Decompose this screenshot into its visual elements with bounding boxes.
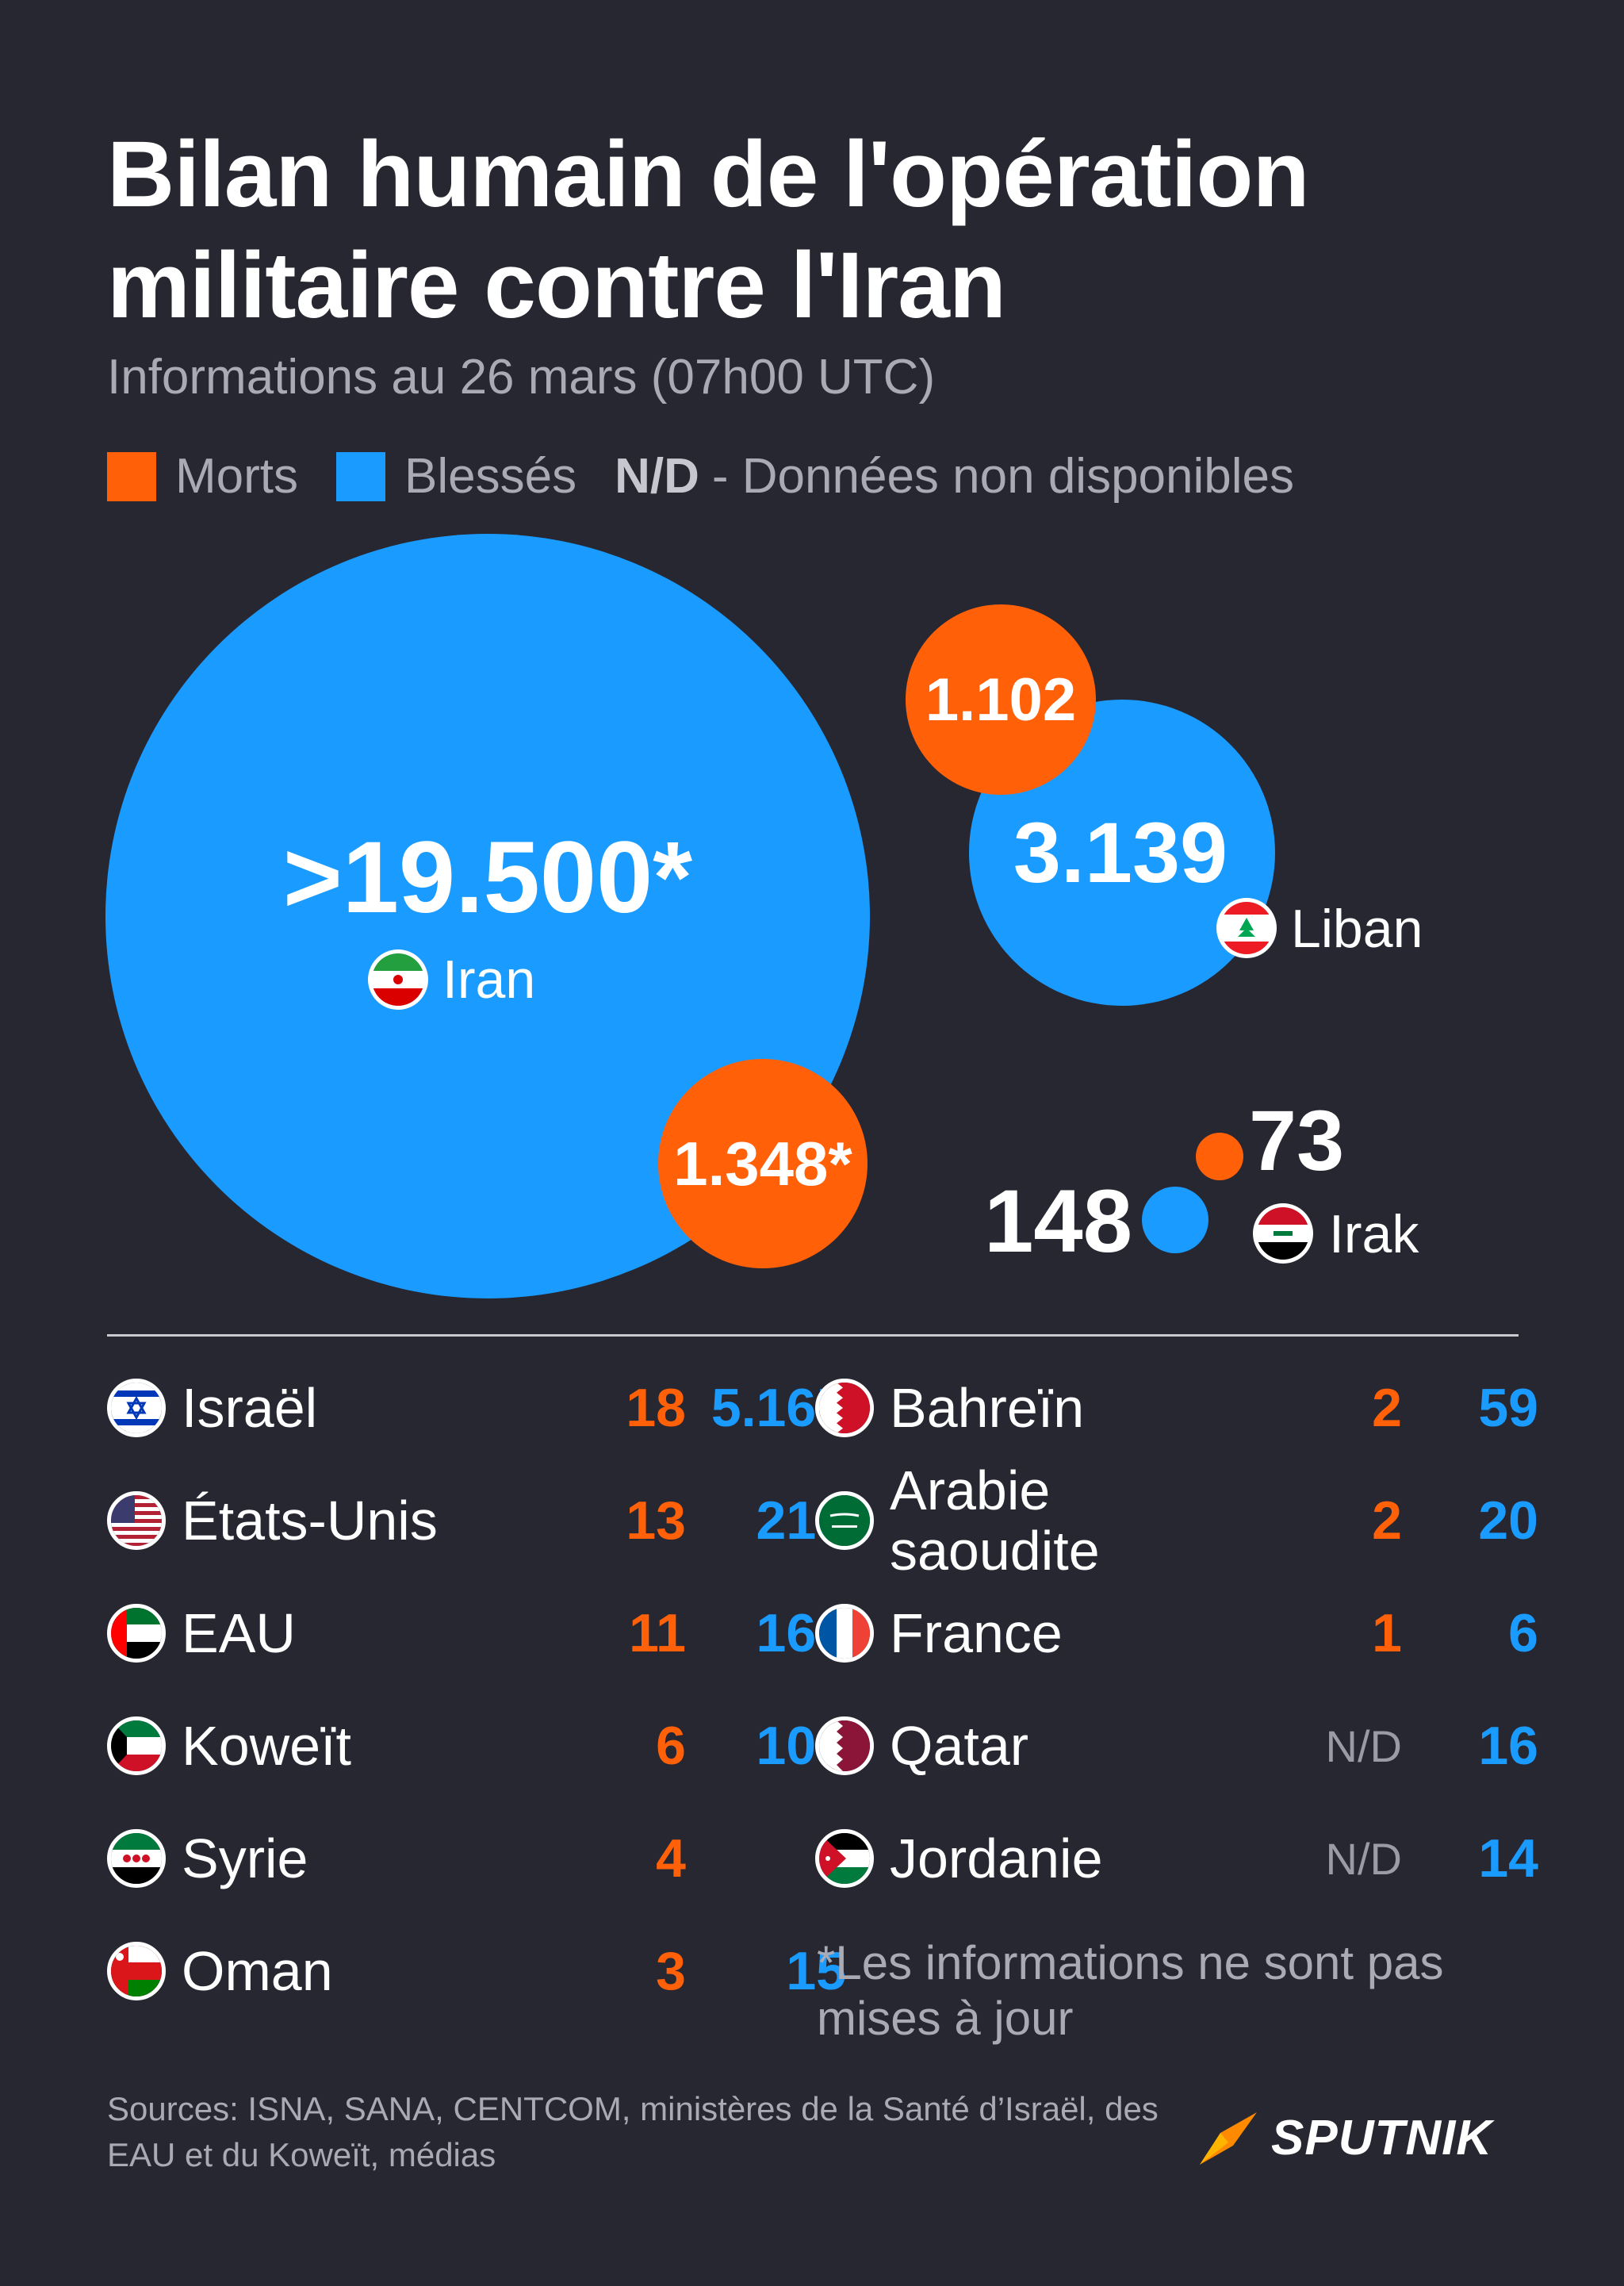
- bubble-dead-iran: [658, 1059, 868, 1268]
- bubble-injured-label-iran: >19.500*: [283, 821, 692, 934]
- legend-item-dead: Morts: [107, 448, 298, 504]
- dead-value: 13: [626, 1490, 686, 1551]
- injured-value: 5.165: [710, 1378, 846, 1438]
- bubble-injured-irak: [1142, 1187, 1208, 1253]
- sputnik-logo-icon: [1200, 2111, 1257, 2165]
- uae-flag-icon: [107, 1604, 166, 1663]
- country-name: France: [890, 1602, 1063, 1664]
- injured-value: 166: [756, 1603, 846, 1663]
- legend-label-dead: Morts: [175, 449, 298, 504]
- dead-value: 2: [1372, 1490, 1402, 1551]
- table-row: France 1 6: [815, 1578, 1538, 1689]
- injured-value: 59: [1478, 1378, 1538, 1438]
- dead-value: 11: [629, 1603, 686, 1663]
- dead-value: 1: [1372, 1603, 1402, 1663]
- legend-item-nd: N/D - Données non disponibles: [615, 448, 1294, 504]
- legend: Morts Blessés N/D - Données non disponib…: [107, 448, 1313, 504]
- france-flag-icon: [815, 1604, 874, 1663]
- injured-value: 15: [786, 1941, 846, 2001]
- syria-flag-icon: [107, 1829, 166, 1888]
- kuwait-flag-icon: [107, 1716, 166, 1775]
- country-name: Syrie: [182, 1828, 308, 1889]
- oman-flag-icon: [107, 1942, 166, 2000]
- legend-label-injured: Blessés: [404, 449, 577, 504]
- table-row: États-Unis 13 210: [107, 1465, 846, 1576]
- table-row: Syrie 4 8: [107, 1803, 846, 1914]
- bubble-dead-label-irak: 73: [1249, 1092, 1344, 1188]
- table-row: Qatar N/D 16: [815, 1690, 1538, 1801]
- bubble-dead-label-iran: 1.348*: [673, 1129, 852, 1199]
- injured-value: 16: [1478, 1716, 1538, 1776]
- country-name: Jordanie: [890, 1828, 1103, 1889]
- bubble-group-iran: >19.500* Iran 1.348*: [105, 534, 870, 1298]
- table-row: Arabie saoudite 2 20: [815, 1460, 1538, 1581]
- bubble-injured-label-liban: 3.139: [1013, 804, 1228, 900]
- legend-swatch-dead: [107, 451, 156, 501]
- bubble-dead-liban: [906, 604, 1096, 795]
- sputnik-logo-text: SPUTNIK: [1271, 2111, 1493, 2165]
- sources: Sources: ISNA, SANA, CENTCOM, ministères…: [107, 2090, 1159, 2173]
- dead-value: 4: [656, 1828, 686, 1889]
- bubble-dead-label-liban: 1.102: [925, 666, 1076, 734]
- country-name: Koweït: [182, 1715, 351, 1777]
- israel-flag-icon: [107, 1379, 166, 1437]
- injured-value: 14: [1478, 1828, 1538, 1889]
- dead-value: 2: [1372, 1378, 1402, 1438]
- qatar-flag-icon: [815, 1716, 874, 1775]
- injured-value: 6: [1508, 1603, 1538, 1663]
- table-row: Israël 18 5.165: [107, 1352, 846, 1463]
- country-name: Bahreïn: [890, 1377, 1085, 1439]
- dead-value-nd: N/D: [1325, 1720, 1402, 1771]
- bubble-country-iran: Iran: [442, 949, 535, 1010]
- table-row: EAU 11 166: [107, 1578, 846, 1689]
- legend-swatch-injured: [336, 451, 385, 501]
- bubble-dead-irak: [1196, 1133, 1243, 1180]
- country-name: EAU: [182, 1602, 296, 1664]
- lebanon-flag-icon: [1216, 898, 1277, 958]
- bubble-country-liban: Liban: [1291, 899, 1423, 959]
- dead-value-nd: N/D: [1325, 1833, 1402, 1884]
- jordan-flag-icon: [815, 1829, 874, 1888]
- footnote: *Les informations ne sont pas mises à jo…: [817, 1936, 1444, 2045]
- sputnik-logo: SPUTNIK: [1193, 2110, 1492, 2166]
- injured-value: 210: [756, 1490, 846, 1551]
- table-row: Oman 3 15: [107, 1916, 846, 2027]
- dead-value: 3: [656, 1941, 686, 2001]
- legend-item-injured: Blessés: [336, 448, 576, 504]
- iran-flag-icon: [368, 949, 428, 1010]
- bahrain-flag-icon: [815, 1379, 874, 1437]
- country-name: Arabie saoudite: [890, 1459, 1100, 1582]
- injured-value: 8: [583, 1828, 846, 1889]
- chart-title: Bilan humain de l'opération militaire co…: [107, 122, 1310, 338]
- dead-value: 6: [656, 1716, 686, 1776]
- country-name: Oman: [182, 1940, 333, 2002]
- country-name: Qatar: [890, 1715, 1029, 1777]
- table-row: Koweït 6 106: [107, 1690, 846, 1801]
- legend-nd-key: N/D: [615, 449, 699, 504]
- injured-value: 20: [1478, 1490, 1538, 1551]
- saudi-flag-icon: [815, 1491, 874, 1550]
- divider: [107, 1334, 1519, 1337]
- iraq-flag-icon: [1253, 1203, 1313, 1264]
- bubble-injured-label-irak: 148: [984, 1172, 1132, 1271]
- table-row: Jordanie N/D 14: [815, 1803, 1538, 1914]
- injured-value: 106: [756, 1716, 846, 1776]
- bubble-country-irak: Irak: [1329, 1204, 1419, 1264]
- country-name: Israël: [182, 1377, 318, 1439]
- bubble-group-irak: 73 148 Irak: [984, 1092, 1419, 1271]
- bubble-group-liban: 1.102 3.139 Liban: [906, 604, 1423, 1006]
- chart-subtitle: Informations au 26 mars (07h00 UTC): [107, 350, 936, 405]
- dead-value: 18: [626, 1378, 686, 1438]
- legend-nd-desc: - Données non disponibles: [711, 449, 1295, 504]
- country-name: États-Unis: [182, 1490, 438, 1551]
- usa-flag-icon: [107, 1491, 166, 1550]
- bubble-chart: >19.500* Iran 1.348* 1.102 3.139: [105, 534, 1423, 1298]
- table-row: Bahreïn 2 59: [815, 1352, 1538, 1463]
